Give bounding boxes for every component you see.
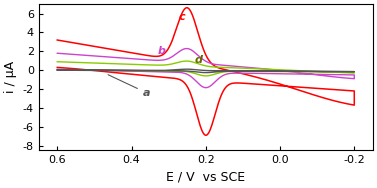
Text: d: d — [195, 55, 202, 65]
Text: c: c — [178, 12, 185, 22]
Text: a: a — [108, 75, 150, 98]
Y-axis label: i / μA: i / μA — [4, 61, 17, 93]
X-axis label: E / V  vs SCE: E / V vs SCE — [166, 171, 245, 184]
Text: b: b — [157, 46, 165, 56]
